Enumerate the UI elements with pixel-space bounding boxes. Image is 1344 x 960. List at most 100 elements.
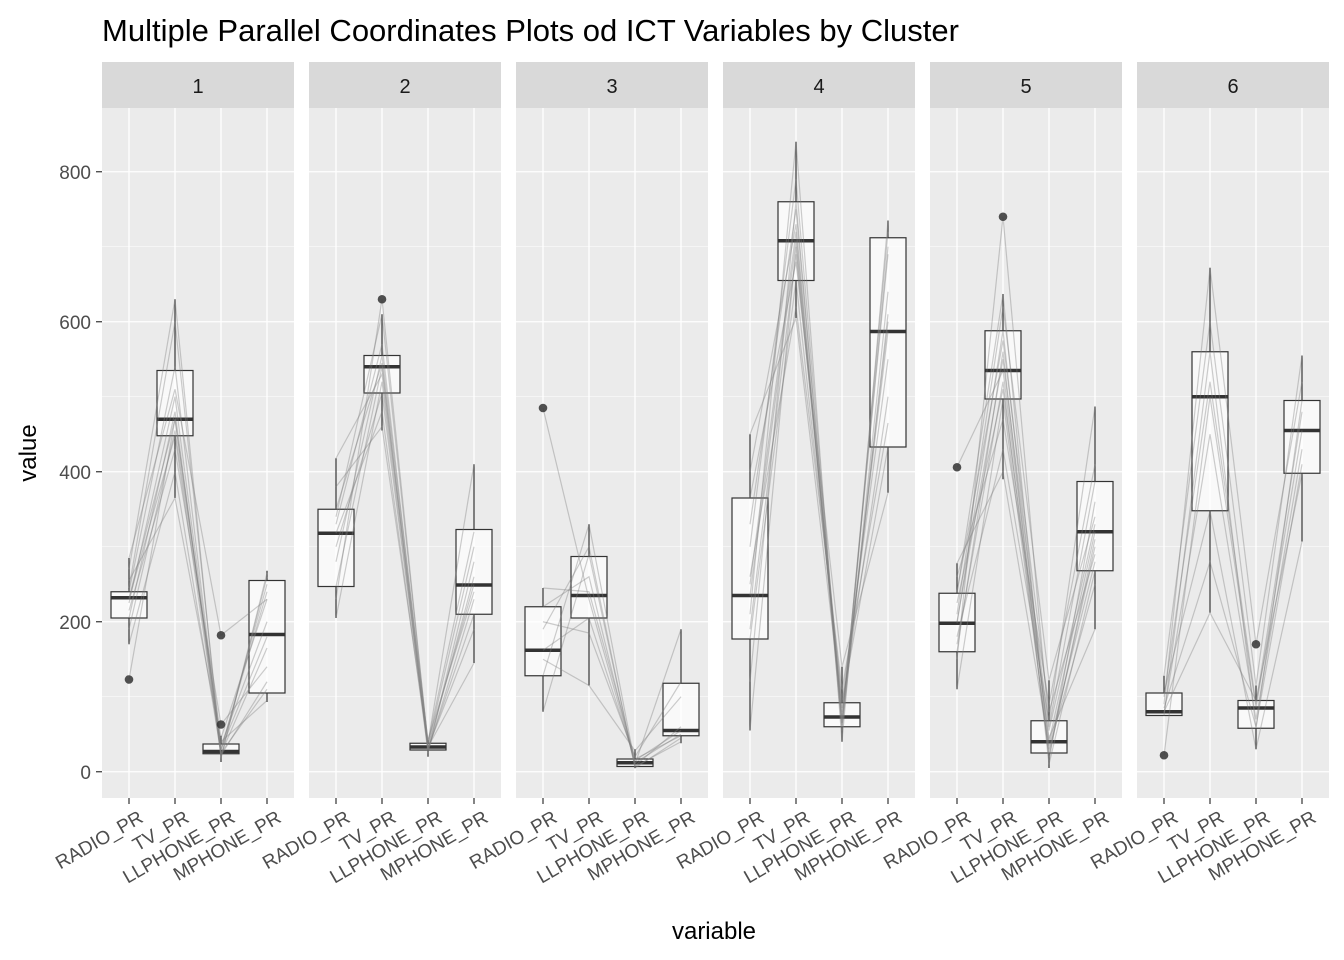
pcp-line bbox=[542, 621, 682, 759]
pcp-line bbox=[956, 306, 1096, 681]
box-RADIO_PR bbox=[938, 563, 976, 690]
box-RADIO_PR bbox=[524, 588, 562, 712]
pcp-line bbox=[749, 317, 889, 709]
y-axis-title: value bbox=[15, 424, 42, 481]
box-iqr bbox=[1237, 699, 1275, 729]
panel-background bbox=[930, 108, 1122, 798]
box-TV_PR bbox=[570, 524, 608, 686]
pcp-line bbox=[749, 209, 889, 720]
outlier-point bbox=[124, 675, 134, 684]
pcp-line bbox=[749, 306, 889, 690]
box-RADIO_PR bbox=[110, 558, 148, 645]
box-iqr bbox=[156, 369, 194, 437]
pcp-line bbox=[335, 381, 475, 750]
facet-strip-label: 3 bbox=[606, 76, 617, 98]
box-iqr bbox=[248, 579, 286, 694]
box-iqr bbox=[1030, 720, 1068, 754]
pcp-line bbox=[335, 372, 475, 741]
box-MPHONE_PR bbox=[869, 220, 907, 493]
outlier-point bbox=[377, 294, 387, 304]
facet-strip bbox=[516, 62, 708, 108]
pcp-line bbox=[956, 389, 1096, 741]
pcp-line bbox=[956, 398, 1096, 754]
facet-strip bbox=[102, 62, 294, 108]
box-iqr bbox=[1283, 399, 1321, 474]
chart-title: Multiple Parallel Coordinates Plots od I… bbox=[102, 13, 959, 48]
pcp-line bbox=[128, 396, 268, 751]
pcp-line bbox=[335, 362, 475, 750]
pcp-line bbox=[335, 425, 475, 745]
pcp-line bbox=[749, 280, 889, 703]
box-LLPHONE_PR bbox=[823, 666, 861, 742]
pcp-line bbox=[956, 351, 1096, 765]
pcp-line bbox=[542, 407, 682, 764]
x-axis-title: variable bbox=[672, 918, 756, 945]
box-MPHONE_PR bbox=[1283, 355, 1321, 542]
box-MPHONE_PR bbox=[248, 570, 286, 702]
facet-strip bbox=[930, 62, 1122, 108]
box-iqr bbox=[317, 508, 355, 588]
outlier-point bbox=[538, 403, 548, 413]
pcp-line bbox=[1163, 381, 1303, 705]
pcp-line bbox=[128, 449, 268, 726]
box-iqr bbox=[1145, 692, 1183, 717]
box-TV_PR bbox=[984, 294, 1022, 480]
pcp-line bbox=[749, 179, 889, 724]
panel-background bbox=[723, 108, 915, 798]
pcp-line bbox=[128, 430, 268, 739]
pcp-line bbox=[128, 321, 268, 750]
box-iqr bbox=[455, 528, 493, 615]
box-iqr bbox=[731, 497, 769, 640]
pcp-line bbox=[956, 359, 1096, 731]
pcp-line bbox=[335, 344, 475, 748]
box-RADIO_PR bbox=[317, 458, 355, 618]
box-LLPHONE_PR bbox=[1237, 685, 1275, 750]
pcp-line bbox=[542, 554, 682, 768]
pcp-line bbox=[1163, 351, 1303, 729]
pcp-line bbox=[128, 411, 268, 757]
y-tick-label: 400 bbox=[59, 463, 91, 484]
pcp-line bbox=[542, 658, 682, 752]
pcp-line bbox=[128, 299, 268, 759]
pcp-line bbox=[1163, 473, 1303, 713]
box-iqr bbox=[823, 702, 861, 728]
box-iqr bbox=[524, 606, 562, 677]
pcp-line bbox=[335, 392, 475, 749]
box-TV_PR bbox=[363, 314, 401, 431]
facet-panels: 1RADIO_PRTV_PRLLPHONE_PRMPHONE_PR2RADIO_… bbox=[52, 62, 1329, 888]
pcp-line bbox=[335, 314, 475, 744]
box-TV_PR bbox=[1191, 267, 1229, 613]
pcp-line bbox=[542, 545, 682, 769]
box-LLPHONE_PR bbox=[616, 749, 654, 768]
pcp-line bbox=[542, 587, 682, 760]
box-MPHONE_PR bbox=[455, 464, 493, 663]
outlier-point bbox=[952, 462, 962, 472]
pcp-line bbox=[128, 389, 268, 637]
outlier-point bbox=[216, 630, 226, 640]
pcp-line bbox=[1163, 510, 1303, 750]
outlier-point bbox=[216, 720, 226, 729]
pcp-line bbox=[956, 216, 1096, 727]
pcp-line bbox=[335, 411, 475, 751]
pcp-line bbox=[1163, 267, 1303, 705]
facet-strip bbox=[723, 62, 915, 108]
pcp-line bbox=[128, 419, 268, 746]
box-RADIO_PR bbox=[731, 434, 769, 731]
pcp-line bbox=[749, 224, 889, 731]
facet-strip-label: 1 bbox=[192, 76, 203, 98]
pcp-line bbox=[749, 240, 889, 712]
outlier-point bbox=[1159, 750, 1169, 760]
pcp-line bbox=[542, 575, 682, 767]
pcp-line bbox=[1163, 321, 1303, 686]
pcp-line bbox=[1163, 396, 1303, 756]
y-tick-label: 600 bbox=[59, 313, 91, 334]
pcp-line bbox=[749, 201, 889, 727]
pcp-line bbox=[956, 381, 1096, 757]
